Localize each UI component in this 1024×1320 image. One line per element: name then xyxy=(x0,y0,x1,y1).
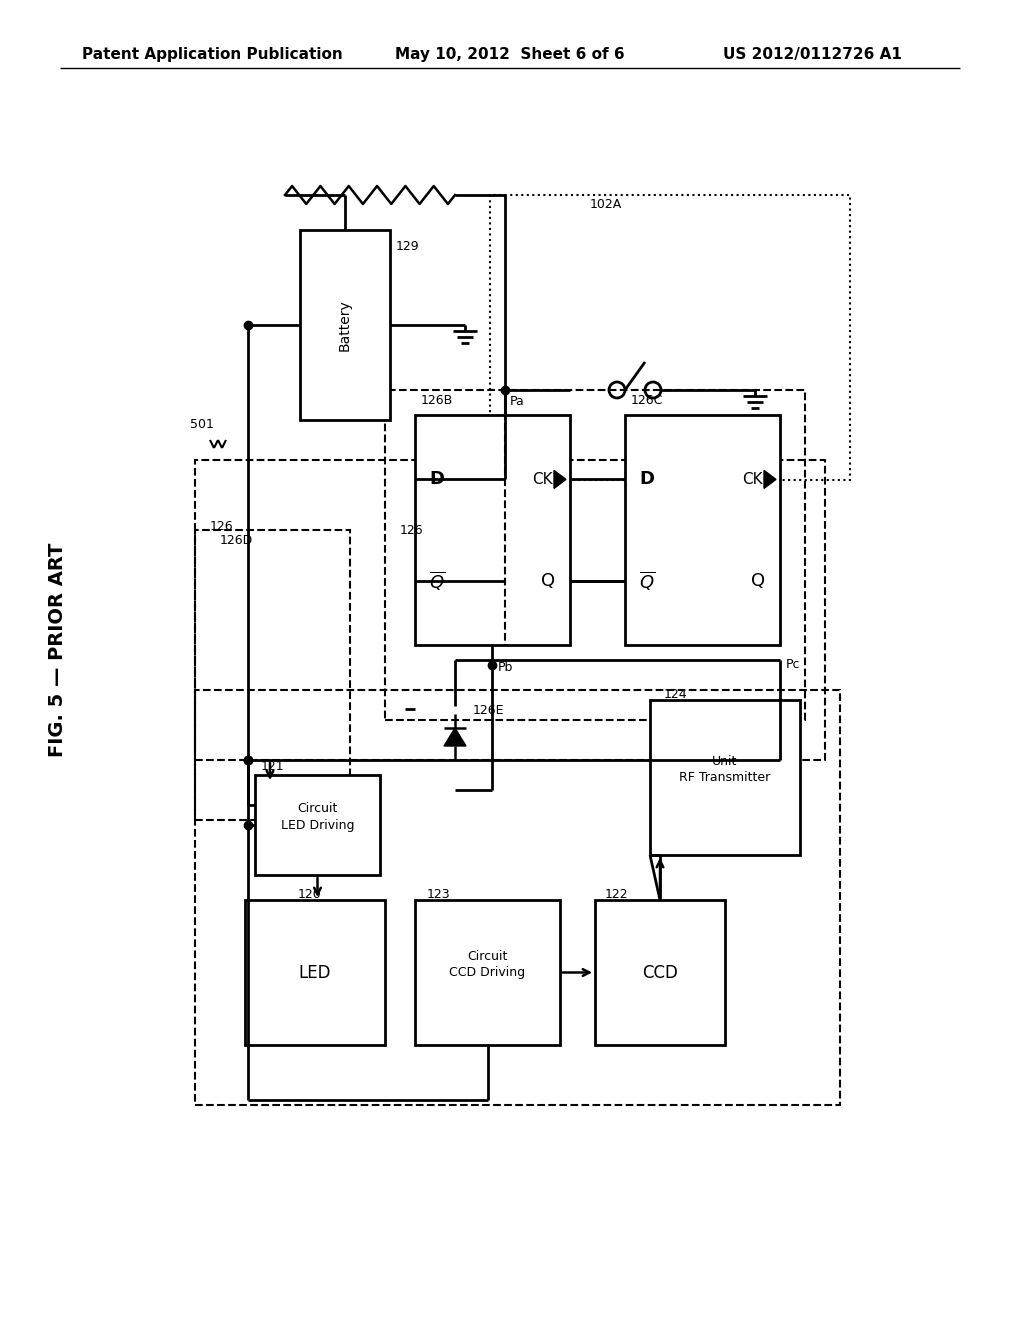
Text: 124: 124 xyxy=(664,688,688,701)
Text: Battery: Battery xyxy=(338,300,352,351)
Text: Pa: Pa xyxy=(510,395,524,408)
Bar xyxy=(195,459,825,760)
Text: 126: 126 xyxy=(400,524,424,536)
Bar xyxy=(415,414,570,645)
Bar xyxy=(490,195,850,480)
Text: Patent Application Publication: Patent Application Publication xyxy=(82,48,342,62)
Bar xyxy=(195,690,840,1105)
Text: RF Transmitter: RF Transmitter xyxy=(679,771,771,784)
Text: D: D xyxy=(429,470,444,488)
Text: 126: 126 xyxy=(210,520,233,532)
Text: US 2012/0112726 A1: US 2012/0112726 A1 xyxy=(723,48,901,62)
Text: Pb: Pb xyxy=(498,661,513,675)
Text: Q: Q xyxy=(751,572,765,590)
Text: 123: 123 xyxy=(427,887,451,900)
Text: CCD: CCD xyxy=(642,964,678,982)
Text: May 10, 2012  Sheet 6 of 6: May 10, 2012 Sheet 6 of 6 xyxy=(395,48,625,62)
Text: 122: 122 xyxy=(605,887,629,900)
Text: 120: 120 xyxy=(298,887,322,900)
Polygon shape xyxy=(764,470,776,488)
Text: Pc: Pc xyxy=(786,659,801,672)
Text: 501: 501 xyxy=(190,418,214,432)
Bar xyxy=(255,775,380,875)
Text: Unit: Unit xyxy=(713,755,737,768)
Bar xyxy=(195,531,350,820)
Bar xyxy=(595,900,725,1045)
Text: 129: 129 xyxy=(396,239,420,252)
Bar xyxy=(385,389,805,719)
Bar xyxy=(650,700,800,855)
Text: 126D: 126D xyxy=(220,533,253,546)
Text: Circuit: Circuit xyxy=(297,803,338,816)
Text: CCD Driving: CCD Driving xyxy=(450,966,525,979)
Text: 126C: 126C xyxy=(631,395,664,408)
Text: Circuit: Circuit xyxy=(467,950,508,964)
Bar xyxy=(300,230,390,420)
Text: 126E: 126E xyxy=(473,704,505,717)
Bar xyxy=(625,414,780,645)
Text: CK: CK xyxy=(531,471,552,487)
Text: CK: CK xyxy=(741,471,762,487)
Bar xyxy=(245,900,385,1045)
Text: 126B: 126B xyxy=(421,395,454,408)
Text: FIG. 5 — PRIOR ART: FIG. 5 — PRIOR ART xyxy=(48,543,68,758)
Text: $\overline{Q}$: $\overline{Q}$ xyxy=(429,569,445,591)
Text: LED: LED xyxy=(299,964,331,982)
Text: D: D xyxy=(640,470,654,488)
Bar xyxy=(415,900,560,1045)
Text: 102A: 102A xyxy=(590,198,623,211)
Text: $\overline{Q}$: $\overline{Q}$ xyxy=(639,569,655,591)
Text: 121: 121 xyxy=(261,760,285,774)
Polygon shape xyxy=(444,729,466,746)
Text: Q: Q xyxy=(541,572,555,590)
Text: LED Driving: LED Driving xyxy=(281,818,354,832)
Polygon shape xyxy=(554,470,566,488)
